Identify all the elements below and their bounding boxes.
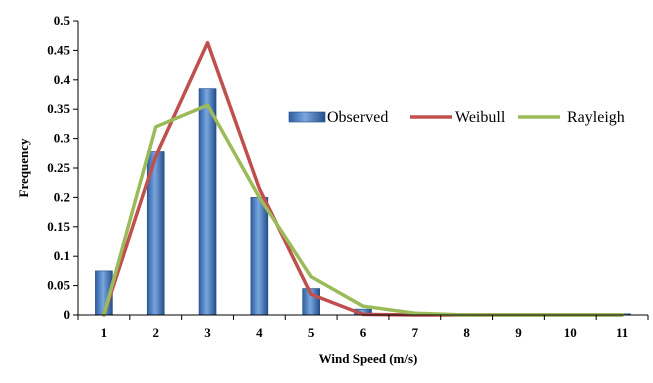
y-tick-label: 0.2 — [54, 189, 70, 204]
y-tick-label: 0.15 — [47, 219, 70, 234]
x-tick-label: 10 — [564, 325, 577, 340]
x-tick-label: 6 — [360, 325, 367, 340]
x-tick-label: 9 — [515, 325, 522, 340]
rayleigh-line — [102, 103, 624, 317]
fit-lines — [102, 41, 624, 317]
observed-bar — [198, 88, 217, 316]
x-tick-label: 11 — [616, 325, 628, 340]
x-tick-label: 7 — [412, 325, 419, 340]
legend-label-rayleigh: Rayleigh — [567, 109, 625, 126]
y-tick-label: 0.35 — [47, 101, 70, 116]
y-tick-label: 0.05 — [47, 278, 70, 293]
x-axis-title: Wind Speed (m/s) — [319, 351, 418, 366]
legend-label-observed: Observed — [327, 109, 388, 126]
x-tick-label: 1 — [101, 325, 108, 340]
observed-bar — [250, 197, 269, 316]
legend-label-weibull: Weibull — [455, 109, 506, 126]
observed-bars — [95, 88, 631, 316]
y-tick-label: 0.4 — [54, 72, 71, 87]
legend-swatch-observed — [288, 111, 326, 123]
x-ticks: 1 2 3 4 5 6 7 8 9 10 11 — [77, 315, 649, 340]
x-tick-label: 2 — [152, 325, 159, 340]
y-tick-label: 0.25 — [47, 160, 70, 175]
y-tick-label: 0 — [64, 307, 71, 322]
x-tick-label: 3 — [204, 325, 211, 340]
y-tick-label: 0.1 — [54, 248, 70, 263]
y-tick-label: 0.3 — [54, 131, 71, 146]
y-ticks: 0 0.05 0.1 0.15 0.2 0.25 0.3 0.35 0.4 0.45 0.5 — [47, 13, 78, 322]
x-tick-label: 4 — [256, 325, 263, 340]
y-tick-label: 0.5 — [54, 13, 71, 28]
weibull-line — [102, 41, 624, 317]
legend: Observed Weibull Rayleigh — [288, 109, 625, 126]
x-tick-label: 5 — [308, 325, 315, 340]
y-axis-title: Frequency — [16, 138, 31, 197]
x-tick-label: 8 — [463, 325, 470, 340]
y-tick-label: 0.45 — [47, 42, 70, 57]
